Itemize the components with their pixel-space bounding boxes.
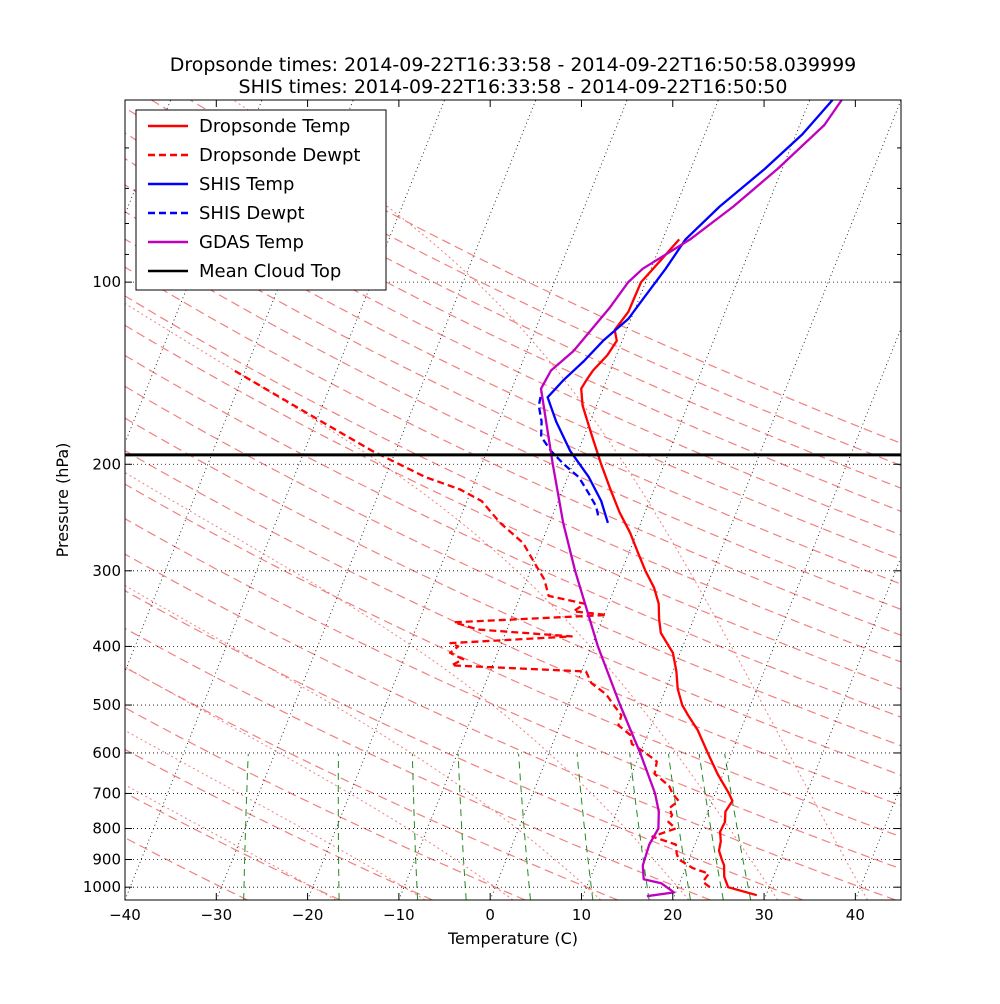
x-tick-label: −10 [383, 906, 415, 924]
y-tick-label: 700 [92, 784, 121, 802]
y-tick-label: 800 [92, 820, 121, 838]
shis-dewpt-line [537, 391, 600, 516]
legend-label: Mean Cloud Top [199, 261, 341, 282]
dropsonde-dewpt-line [233, 369, 711, 889]
legend-box [135, 109, 387, 291]
dry-adiabat-line [125, 590, 804, 900]
moist-adiabat-line [125, 302, 779, 900]
dry-adiabat-line [125, 132, 901, 512]
x-tick-label: −20 [292, 906, 324, 924]
dry-adiabat-line [125, 666, 619, 900]
y-tick-label: 600 [92, 744, 121, 762]
mixing-ratio-line [668, 753, 691, 900]
mixing-ratio-line [576, 753, 594, 900]
y-tick-label: 400 [92, 637, 121, 655]
mixing-ratio-line [629, 753, 650, 900]
y-tick-label: 200 [92, 455, 121, 473]
skewt-background-lines [125, 100, 901, 900]
mixing-ratio-line [457, 753, 467, 900]
chart-title-line-1: Dropsonde times: 2014-09-22T16:33:58 - 2… [170, 54, 857, 76]
y-tick-label: 300 [92, 562, 121, 580]
shis-temp-line [546, 100, 834, 524]
dry-adiabat-line [125, 483, 901, 838]
x-tick-label: −30 [200, 906, 232, 924]
legend-label: Dropsonde Temp [199, 116, 350, 137]
dry-adiabat-line [125, 266, 901, 636]
moist-adiabat-line [125, 472, 690, 900]
dry-adiabat-line [125, 627, 711, 900]
dry-adiabat-line [125, 210, 901, 585]
mixing-ratio-line [337, 753, 340, 900]
gdas-temp-line [539, 100, 843, 898]
x-tick-label: 0 [485, 906, 495, 924]
moist-adiabat-line [233, 100, 868, 900]
data-series [125, 100, 901, 898]
dry-adiabat-line [125, 707, 526, 900]
axis-ticks: −40 −30 −20 −10 0 10 20 30 40 100 200 300 400 500 600 7… [83, 100, 901, 924]
dry-adiabat-line [125, 417, 901, 776]
x-axis-label: Temperature (C) [447, 929, 578, 948]
y-tick-label: 100 [92, 273, 121, 291]
dry-adiabat-line [125, 517, 901, 870]
mixing-ratio-line [518, 753, 531, 900]
mixing-ratio-line [698, 753, 724, 900]
isotherm-line [763, 556, 901, 900]
legend: Dropsonde Temp Dropsonde Dewpt SHIS Temp SH… [135, 109, 387, 291]
dry-adiabat-line [125, 837, 248, 900]
x-tick-label: 40 [846, 906, 865, 924]
x-tick-label: 10 [572, 906, 591, 924]
dry-adiabat-line [125, 354, 901, 718]
dropsonde-temp-line [580, 238, 758, 897]
y-axis-label: Pressure (hPa) [53, 443, 72, 558]
isotherm-line [581, 100, 901, 900]
y-tick-label: 1000 [83, 878, 121, 896]
y-tick-label: 900 [92, 850, 121, 868]
dry-adiabat-line [125, 324, 901, 690]
plot-frame [124, 99, 902, 901]
mixing-ratio-line [724, 753, 752, 900]
dry-adiabat-line [125, 385, 901, 747]
isotherm-line [854, 784, 901, 900]
y-tick-label: 500 [92, 696, 121, 714]
x-tick-label: −40 [109, 906, 141, 924]
legend-label: Dropsonde Dewpt [199, 145, 360, 166]
legend-label: GDAS Temp [199, 232, 304, 253]
dry-adiabat-line [125, 553, 896, 900]
x-tick-label: 20 [663, 906, 682, 924]
legend-label: SHIS Temp [199, 174, 294, 195]
dry-adiabat-line [125, 238, 901, 610]
dry-adiabat-line [125, 449, 901, 807]
x-tick-label: 30 [755, 906, 774, 924]
dry-adiabat-line [125, 792, 341, 900]
mixing-ratio-line [243, 753, 249, 900]
legend-label: SHIS Dewpt [199, 203, 305, 224]
dry-adiabat-line [125, 157, 901, 536]
chart-title-line-2: SHIS times: 2014-09-22T16:33:58 - 2014-0… [239, 76, 788, 98]
mixing-ratio-line [411, 753, 419, 900]
